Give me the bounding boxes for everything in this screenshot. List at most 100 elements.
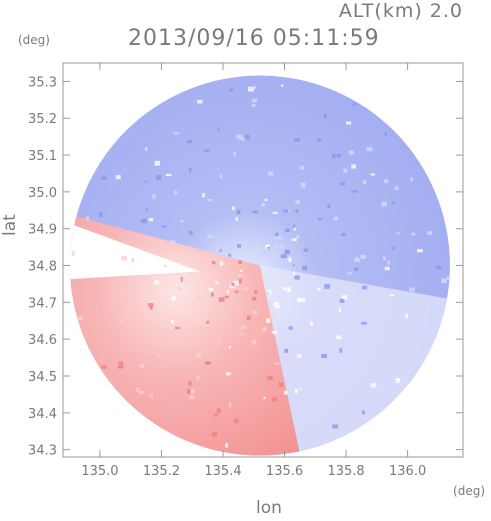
speckle [293,271,296,276]
speckle [71,250,75,256]
speckle [284,274,287,278]
speckle [233,418,239,424]
speckle [219,174,223,178]
speckle [294,137,301,142]
speckle [246,315,251,321]
y-tick-label: 34.3 [28,444,57,459]
speckle [275,232,279,237]
speckle [341,295,348,300]
speckle [353,267,359,271]
speckle [347,272,353,275]
speckle [231,283,235,287]
speckle [101,176,107,180]
speckle [268,301,272,307]
speckle [318,301,324,306]
speckle [317,138,322,142]
speckle [416,249,423,253]
speckle [264,198,268,202]
speckle [251,103,256,108]
speckle [225,443,229,448]
speckle [214,256,217,261]
speckle [286,287,292,293]
speckle [148,303,154,308]
speckle [358,414,364,417]
speckle [206,320,210,324]
speckle [336,153,342,158]
speckle [118,319,124,322]
speckle [389,294,394,297]
y-tick-label: 35.0 [28,186,57,201]
speckle [361,285,368,290]
west-blocked-sector [69,218,200,281]
speckle [228,253,232,257]
speckle [215,281,219,284]
speckle [288,257,292,263]
speckle [252,210,259,214]
speckle [247,86,254,92]
speckle [196,352,202,358]
speckle [150,306,153,310]
speckle [226,372,231,376]
speckle [228,346,231,349]
speckle [273,236,279,239]
y-tick-label: 35.1 [28,149,57,164]
speckle [409,287,415,292]
speckle [410,177,413,182]
speckle [310,321,313,326]
speckle [171,319,175,324]
speckle [323,113,327,119]
y-axis-ticks: 34.3 34.4 34.5 34.6 34.7 34.8 34.9 35.0 35.1 35.2… [28,75,463,459]
speckle [369,394,376,399]
speckle [268,171,274,176]
x-tick-label: 136.0 [389,464,426,479]
speckle [216,248,220,252]
speckle [339,348,343,353]
speckle [374,400,380,405]
speckle [343,168,348,173]
speckle [275,294,281,299]
speckle [234,290,239,293]
speckle [139,390,144,394]
y-tick-label: 34.5 [28,370,57,385]
speckle [332,424,338,429]
speckle [331,153,336,159]
speckle [441,278,447,284]
speckle [302,265,308,271]
speckle [161,225,167,228]
speckle [174,326,181,330]
speckle [382,256,386,261]
speckle [154,160,160,166]
speckle [197,99,203,104]
speckle [280,84,284,87]
speckle [233,280,239,286]
speckle [216,408,222,414]
speckle [280,254,287,259]
speckle [202,193,205,198]
speckle [254,289,258,294]
speckle [405,313,409,319]
speckle [180,276,183,282]
speckle [148,217,154,222]
speckle [251,98,258,103]
speckle [381,201,387,207]
speckle [86,216,90,221]
x-tick-label: 135.6 [266,464,303,479]
x-tick-label: 135.8 [327,464,364,479]
speckle [292,224,296,230]
speckle [235,217,238,222]
speckle [267,246,270,249]
speckle [238,260,243,264]
speckle [118,361,124,366]
y-axis-unit: (deg) [18,33,50,47]
speckle [207,235,213,239]
speckle [299,297,305,303]
speckle [387,260,391,265]
speckle [218,249,222,252]
speckle [205,295,210,299]
speckle [296,354,302,358]
east-transition-region [259,265,450,456]
speckle [321,289,326,293]
speckle [189,395,194,400]
speckle [325,346,329,350]
